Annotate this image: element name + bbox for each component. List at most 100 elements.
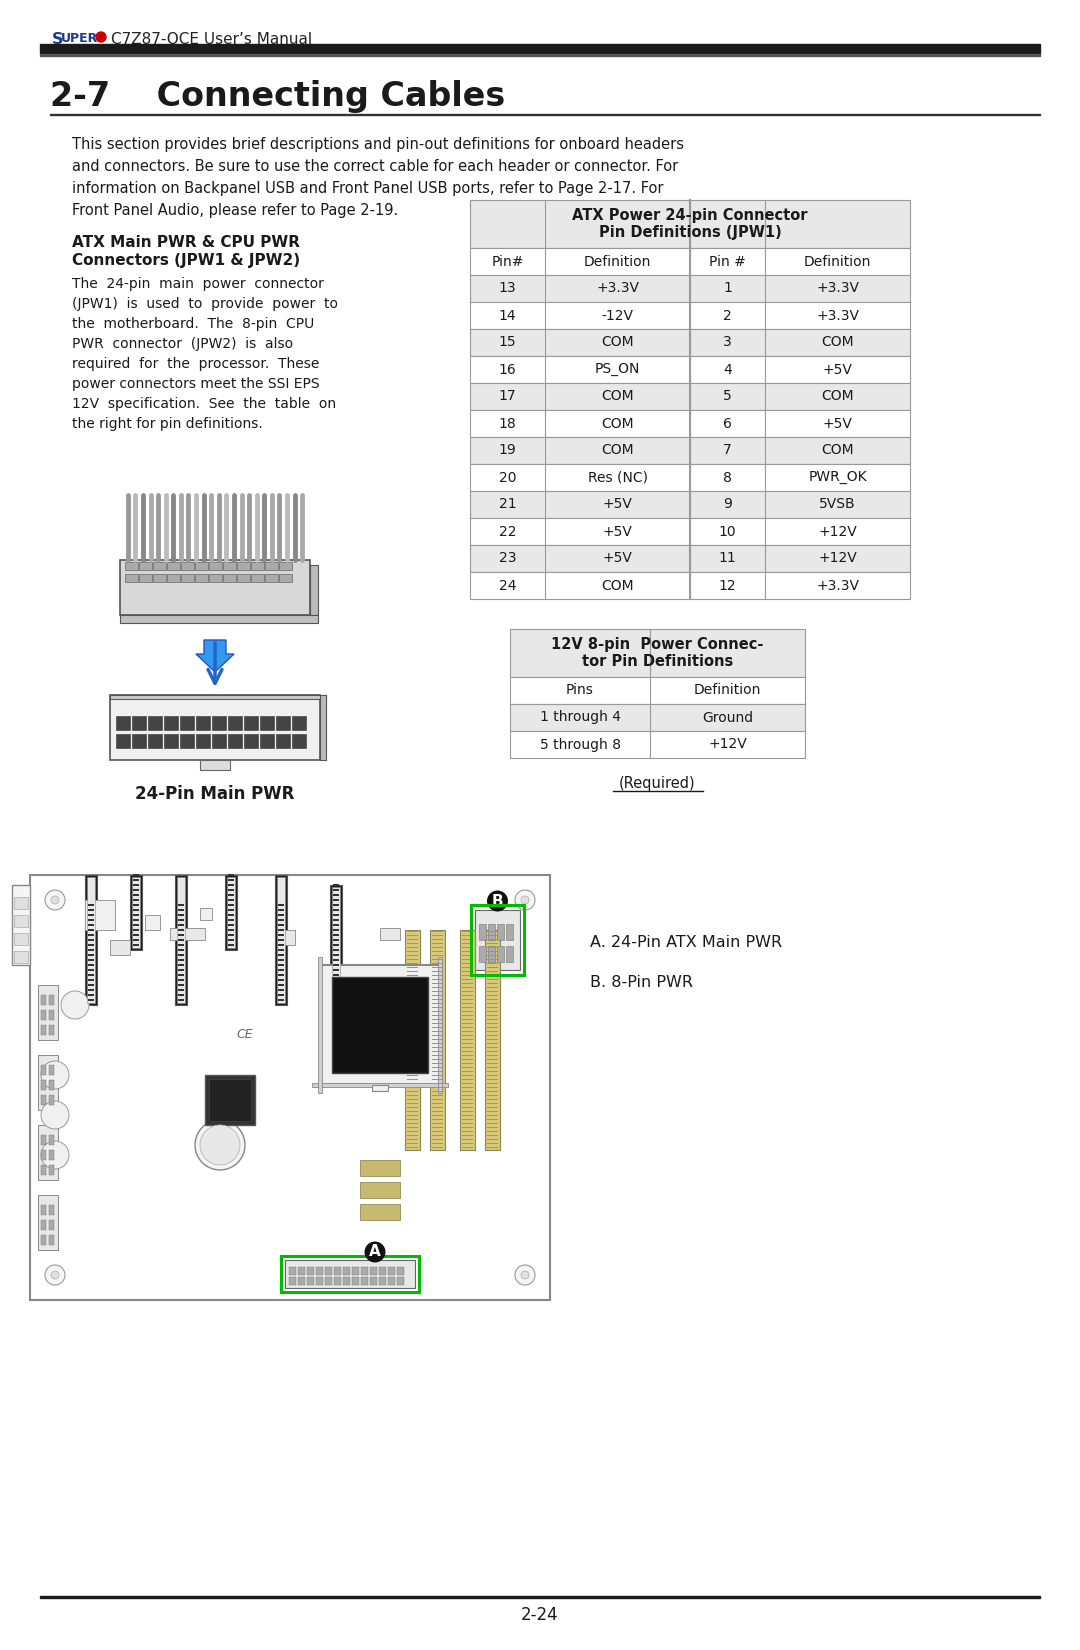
Bar [120,615,318,624]
Text: COM: COM [602,416,634,431]
Bar [471,904,524,975]
Bar [181,574,194,582]
Text: +5V: +5V [603,525,633,538]
Bar [87,924,94,926]
Bar [40,45,1040,53]
Bar [49,1025,54,1035]
Text: -12V: -12V [602,309,634,322]
Text: COM: COM [602,579,634,592]
Bar [278,974,284,977]
Text: 20: 20 [499,470,516,485]
Bar [110,940,130,955]
Bar [178,974,184,977]
Text: 3: 3 [724,335,732,350]
Bar [510,629,805,676]
Bar [164,716,178,729]
Text: 1: 1 [724,282,732,295]
Text: 2-24: 2-24 [522,1605,558,1624]
Bar [228,734,242,747]
Bar [87,929,94,931]
Bar [41,1234,46,1246]
Bar [41,1135,46,1145]
Bar [41,1064,46,1076]
Bar [210,563,222,569]
Bar [333,884,339,886]
Text: ATX Power 24-pin Connector
Pin Definitions (JPW1): ATX Power 24-pin Connector Pin Definitio… [572,208,808,241]
Bar [228,899,234,901]
Bar [251,563,264,569]
Bar [167,574,180,582]
Bar [228,914,234,916]
Bar [333,969,339,970]
Bar [372,1086,388,1091]
Text: 4: 4 [724,363,732,376]
Bar [281,1256,419,1292]
Bar [87,919,94,921]
Circle shape [195,1120,245,1170]
Bar [132,734,146,747]
Bar [380,927,400,940]
Text: 24-Pin Main PWR: 24-Pin Main PWR [135,785,295,804]
Text: the  motherboard.  The  8-pin  CPU: the motherboard. The 8-pin CPU [72,317,314,332]
Bar [470,573,910,599]
Bar [87,954,94,955]
Bar [148,716,162,729]
Text: Pin#: Pin# [491,254,524,269]
Bar [49,1234,54,1246]
Bar [87,978,94,982]
Bar [139,574,152,582]
Bar [228,894,234,896]
Bar [280,931,295,945]
Text: 19: 19 [499,444,516,457]
Bar [12,884,30,965]
Bar [178,983,184,987]
Bar [278,964,284,965]
Circle shape [41,1142,69,1168]
Bar [438,957,442,1092]
Bar [132,878,140,949]
Bar [170,927,205,940]
Bar [228,909,234,911]
Bar [298,1277,305,1285]
Bar [320,695,326,761]
Bar [510,705,805,731]
Bar [388,1267,395,1275]
Bar [49,1165,54,1175]
Bar [278,944,284,945]
Bar [352,1267,359,1275]
Bar [278,998,284,1002]
Bar [470,544,910,573]
Bar [334,1277,341,1285]
Bar [379,1277,386,1285]
Text: +12V: +12V [819,551,856,566]
Text: Pin #: Pin # [710,254,746,269]
Bar [228,716,242,729]
Bar [178,959,184,960]
Bar [175,874,187,1005]
Bar [87,983,94,987]
Bar [133,904,139,906]
Text: Definition: Definition [804,254,872,269]
Bar [49,1204,54,1214]
Bar [40,1596,1040,1597]
Bar [49,1010,54,1020]
Bar [352,1277,359,1285]
Bar [133,924,139,926]
Bar [225,874,237,950]
Bar [228,874,234,876]
Bar [318,957,322,1092]
Bar [507,945,513,962]
Bar [278,939,284,940]
Bar [310,564,318,615]
Bar [244,716,258,729]
Bar [178,919,184,921]
Bar [333,904,339,906]
Bar [164,734,178,747]
Text: +5V: +5V [823,416,852,431]
Text: Definition: Definition [584,254,651,269]
Bar [178,969,184,970]
Text: information on Backpanel USB and Front Panel USB ports, refer to Page 2-17. For: information on Backpanel USB and Front P… [72,182,663,196]
Bar [278,969,284,970]
Circle shape [51,1270,59,1279]
Text: Definition: Definition [693,683,761,698]
